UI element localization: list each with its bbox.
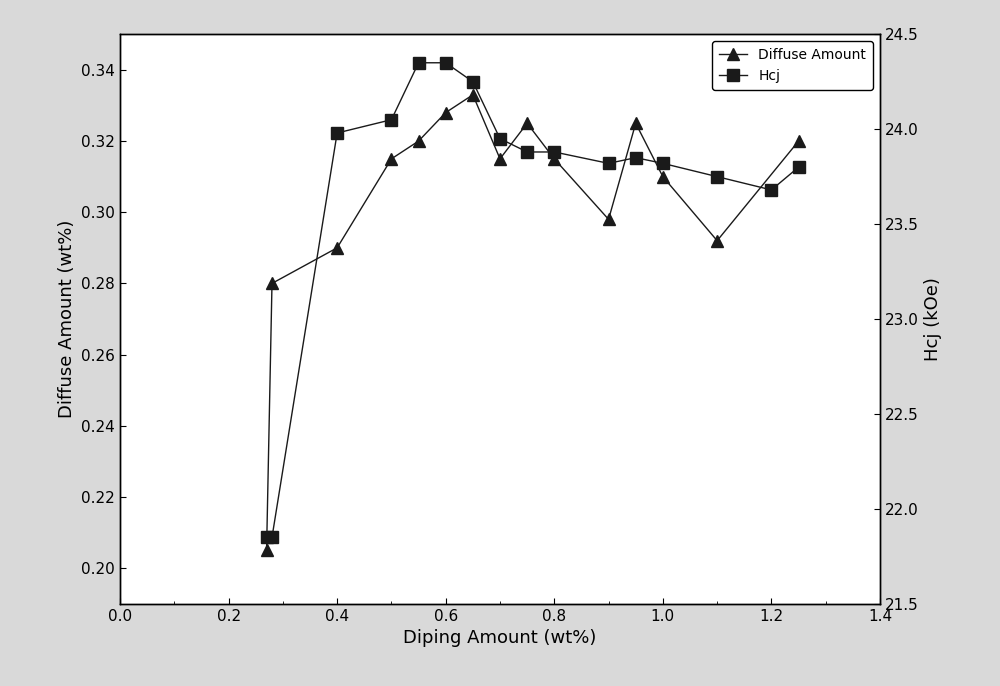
Diffuse Amount <box>261 546 273 554</box>
Diffuse Amount <box>467 91 479 99</box>
Hcj <box>467 78 479 86</box>
Hcj <box>521 148 533 156</box>
Y-axis label: Hcj (kOe): Hcj (kOe) <box>924 277 942 361</box>
Hcj <box>261 533 273 541</box>
Diffuse Amount <box>793 137 805 145</box>
Diffuse Amount <box>657 172 669 180</box>
Diffuse Amount <box>413 137 425 145</box>
Hcj <box>548 148 560 156</box>
Hcj <box>266 533 278 541</box>
Hcj <box>603 159 615 167</box>
Hcj <box>630 154 642 162</box>
Hcj <box>793 163 805 172</box>
Hcj <box>494 134 506 143</box>
Diffuse Amount <box>385 155 397 163</box>
Hcj <box>413 58 425 67</box>
Y-axis label: Diffuse Amount (wt%): Diffuse Amount (wt%) <box>58 220 76 418</box>
Diffuse Amount <box>711 237 723 245</box>
Diffuse Amount <box>521 119 533 128</box>
Line: Diffuse Amount: Diffuse Amount <box>260 88 805 556</box>
Hcj <box>657 159 669 167</box>
X-axis label: Diping Amount (wt%): Diping Amount (wt%) <box>403 629 597 647</box>
Diffuse Amount <box>548 155 560 163</box>
Diffuse Amount <box>630 119 642 128</box>
Hcj <box>765 186 777 194</box>
Diffuse Amount <box>440 108 452 117</box>
Line: Hcj: Hcj <box>261 57 804 543</box>
Legend: Diffuse Amount, Hcj: Diffuse Amount, Hcj <box>712 41 873 90</box>
Diffuse Amount <box>603 215 615 224</box>
Hcj <box>385 115 397 123</box>
Hcj <box>331 129 343 137</box>
Diffuse Amount <box>266 279 278 287</box>
Hcj <box>711 172 723 180</box>
Diffuse Amount <box>331 244 343 252</box>
Hcj <box>440 58 452 67</box>
Diffuse Amount <box>494 155 506 163</box>
